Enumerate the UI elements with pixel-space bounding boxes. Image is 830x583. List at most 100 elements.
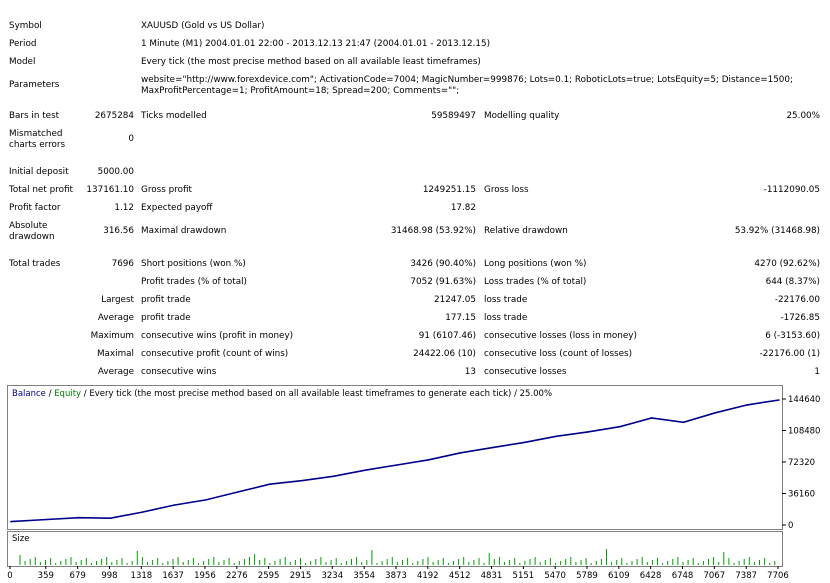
balance-point <box>268 483 271 485</box>
gross-profit-label: Gross profit <box>141 185 192 195</box>
maximal-label: Maximal <box>96 349 134 359</box>
x-tick-label: 1318 <box>131 571 153 581</box>
deposit-label: Initial deposit <box>9 167 69 177</box>
average-profit-label: profit trade <box>141 313 191 323</box>
gross-loss-label: Gross loss <box>484 185 529 195</box>
balance-point <box>746 404 749 406</box>
ticks-label: Ticks modelled <box>141 111 207 121</box>
x-tick-label: 4192 <box>417 571 439 581</box>
relative-drawdown-value: 53.92% (31468.98) <box>734 226 820 236</box>
balance-point <box>396 464 398 466</box>
balance-point <box>682 421 685 424</box>
relative-drawdown-label: Relative drawdown <box>484 226 568 236</box>
largest-loss-label: loss trade <box>484 295 528 305</box>
bars-value: 2675284 <box>94 111 134 121</box>
balance-point <box>237 491 239 493</box>
bars-label: Bars in test <box>9 111 60 121</box>
x-tick-label: 5470 <box>544 571 566 581</box>
x-tick-label: 6748 <box>672 571 694 581</box>
parameters-line1: website="http://www.forexdevice.com"; Ac… <box>141 75 793 85</box>
max-consecutive-losses-value: 6 (-3153.60) <box>765 331 820 341</box>
x-tick-label: 7067 <box>703 571 725 581</box>
model-label: Model <box>9 57 36 67</box>
maximal-consecutive-loss-value: -22176.00 (1) <box>759 349 820 359</box>
balance-point <box>427 458 430 461</box>
y-axis: 144640 108480 72320 36160 0 <box>782 395 820 531</box>
mismatch-value: 0 <box>128 134 134 144</box>
largest-profit-value: 21247.05 <box>434 295 476 305</box>
average-label: Average <box>97 313 134 323</box>
total-trades-label: Total trades <box>9 259 61 269</box>
quality-label: Modelling quality <box>484 111 560 121</box>
balance-point <box>459 452 462 454</box>
y-tick-label: 108480 <box>788 427 820 437</box>
size-label: Size <box>12 534 30 544</box>
period-value: 1 Minute (M1) 2004.01.01 22:00 - 2013.12… <box>141 39 491 49</box>
profit-trades-value: 7052 (91.63%) <box>410 277 476 287</box>
y-tick-label: 36160 <box>788 490 815 500</box>
x-tick-label: 2915 <box>290 571 312 581</box>
short-positions-label: Short positions (won %) <box>141 259 246 269</box>
maximal-consecutive-loss-label: consecutive loss (count of losses) <box>484 349 633 359</box>
balance-point <box>650 417 653 419</box>
balance-point <box>173 504 175 506</box>
largest-profit-label: profit trade <box>141 295 191 305</box>
parameters-label: Parameters <box>9 80 60 90</box>
size-chart-panel: Size <box>7 531 783 567</box>
balance-point <box>523 441 526 444</box>
balance-point <box>141 511 144 513</box>
symbol-label: Symbol <box>9 21 42 31</box>
balance-chart-panel: Balance / Equity / Every tick (the most … <box>7 385 783 530</box>
x-tick-label: 4831 <box>481 571 503 581</box>
legend-separator: / <box>45 389 55 399</box>
x-tick-label: 7706 <box>767 571 789 581</box>
average-consecutive-losses-label: consecutive losses <box>484 367 567 377</box>
size-bar-chart <box>19 549 776 565</box>
balance-point <box>587 431 589 433</box>
maximal-drawdown-label: Maximal drawdown <box>141 226 227 236</box>
x-tick-label: 359 <box>38 571 54 581</box>
x-tick-label: 2276 <box>226 571 248 581</box>
x-tick-label: 679 <box>70 571 86 581</box>
max-consecutive-losses-label: consecutive losses (loss in money) <box>484 331 637 341</box>
balance-point <box>109 517 112 519</box>
absolute-drawdown-label-2: drawdown <box>9 232 55 242</box>
maximal-consecutive-profit-value: 24422.06 (10) <box>413 349 476 359</box>
largest-label: Largest <box>101 295 134 305</box>
maximal-drawdown-value: 31468.98 (53.92%) <box>390 226 476 236</box>
expected-payoff-label: Expected payoff <box>141 203 213 213</box>
x-tick-label: 6428 <box>640 571 662 581</box>
balance-point <box>300 479 303 482</box>
average-loss-value: -1726.85 <box>780 313 820 323</box>
average-consecutive-wins-value: 13 <box>464 367 476 377</box>
x-tick-label: 0 <box>7 571 12 581</box>
average-loss-label: loss trade <box>484 313 528 323</box>
x-tick-label: 1637 <box>162 571 184 581</box>
x-axis: 0 359 679 998 1318 1637 1956 2276 2595 2915 3234 35… <box>7 566 789 581</box>
largest-loss-value: -22176.00 <box>774 295 820 305</box>
loss-trades-label: Loss trades (% of total) <box>484 277 587 287</box>
x-tick-label: 4512 <box>449 571 471 581</box>
short-positions-value: 3426 (90.40%) <box>410 259 476 269</box>
expected-payoff-value: 17.82 <box>450 203 476 213</box>
average-label-2: Average <box>97 367 134 377</box>
y-tick-label: 144640 <box>788 395 820 405</box>
x-tick-label: 5151 <box>513 571 535 581</box>
x-tick-label: 3554 <box>353 571 375 581</box>
absolute-drawdown-value: 316.56 <box>103 226 134 236</box>
net-profit-value: 137161.10 <box>86 185 134 195</box>
mismatch-label-1: Mismatched <box>9 129 63 139</box>
average-profit-value: 177.15 <box>445 313 476 323</box>
absolute-drawdown-label-1: Absolute <box>9 221 48 231</box>
x-tick-label: 3873 <box>385 571 407 581</box>
period-label: Period <box>9 39 37 49</box>
long-positions-value: 4270 (92.62%) <box>754 259 820 269</box>
x-tick-label: 1956 <box>194 571 216 581</box>
y-tick-label: 0 <box>788 521 793 531</box>
average-consecutive-losses-value: 1 <box>814 367 820 377</box>
max-consecutive-wins-label: consecutive wins (profit in money) <box>141 331 294 341</box>
balance-point <box>714 411 717 414</box>
balance-point <box>77 516 80 519</box>
mismatch-label-2: charts errors <box>9 140 66 150</box>
x-tick-label: 998 <box>101 571 117 581</box>
